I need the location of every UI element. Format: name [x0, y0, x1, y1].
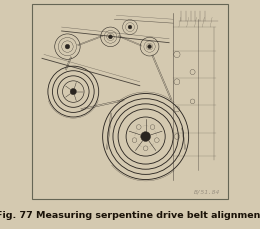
- Circle shape: [128, 26, 132, 30]
- Circle shape: [108, 36, 112, 40]
- Circle shape: [141, 132, 151, 142]
- Circle shape: [65, 45, 70, 50]
- Text: Fig. 77 Measuring serpentine drive belt alignment: Fig. 77 Measuring serpentine drive belt …: [0, 210, 260, 219]
- Text: B/51.84: B/51.84: [194, 188, 220, 193]
- Circle shape: [70, 89, 76, 95]
- Circle shape: [148, 46, 151, 49]
